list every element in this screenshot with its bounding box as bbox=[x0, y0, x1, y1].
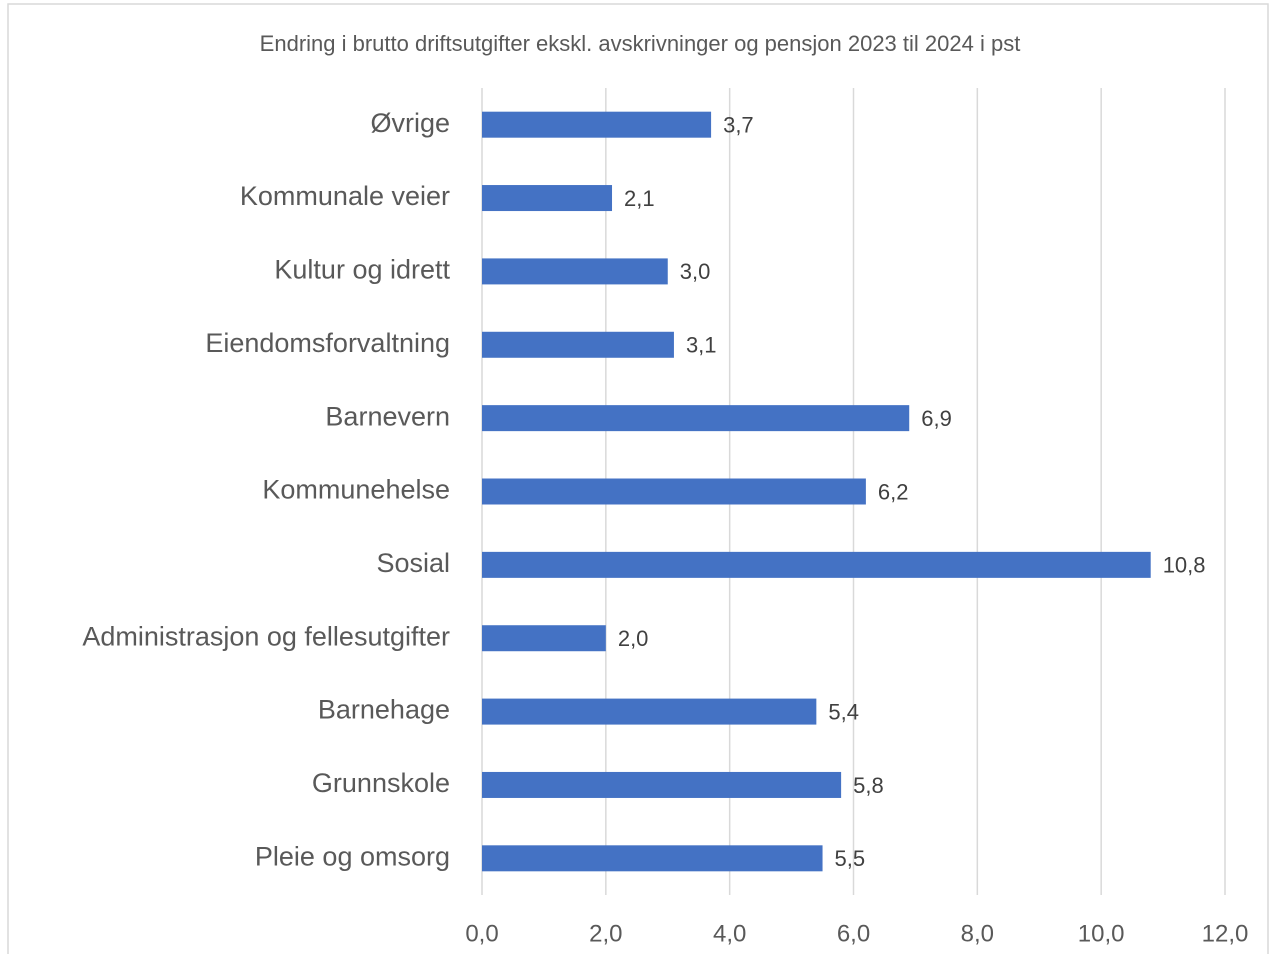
bar bbox=[482, 111, 712, 138]
data-label: 6,9 bbox=[921, 406, 952, 431]
bar bbox=[482, 845, 823, 872]
bar bbox=[482, 625, 606, 652]
bar bbox=[482, 185, 613, 212]
y-tick-label: Kultur og idrett bbox=[274, 255, 450, 285]
x-tick-label: 12,0 bbox=[1202, 920, 1249, 947]
data-label: 2,1 bbox=[624, 186, 655, 211]
data-label: 10,8 bbox=[1163, 553, 1206, 578]
data-label: 3,7 bbox=[723, 112, 754, 137]
y-tick-label: Eiendomsforvaltning bbox=[205, 328, 450, 358]
data-label: 5,8 bbox=[853, 773, 884, 798]
y-tick-label: Barnehage bbox=[318, 695, 450, 725]
bar bbox=[482, 331, 674, 358]
bar bbox=[482, 771, 842, 798]
x-tick-label: 10,0 bbox=[1078, 920, 1125, 947]
data-label: 2,0 bbox=[618, 626, 649, 651]
x-tick-label: 6,0 bbox=[837, 920, 870, 947]
chart-border bbox=[7, 3, 1269, 954]
y-tick-label: Grunnskole bbox=[312, 768, 450, 798]
x-tick-label: 8,0 bbox=[961, 920, 994, 947]
x-tick-label: 2,0 bbox=[589, 920, 622, 947]
y-tick-label: Sosial bbox=[376, 548, 450, 578]
bar bbox=[482, 698, 817, 725]
data-label: 5,5 bbox=[835, 846, 866, 871]
bar bbox=[482, 405, 910, 432]
y-tick-label: Kommunehelse bbox=[262, 475, 450, 505]
y-tick-label: Øvrige bbox=[370, 108, 450, 138]
data-label: 5,4 bbox=[828, 699, 859, 724]
data-label: 3,0 bbox=[680, 259, 711, 284]
y-tick-label: Barnevern bbox=[325, 401, 450, 431]
x-tick-label: 0,0 bbox=[465, 920, 498, 947]
bar bbox=[482, 478, 866, 505]
bar bbox=[482, 551, 1151, 578]
y-tick-label: Kommunale veier bbox=[240, 181, 450, 211]
bar bbox=[482, 258, 668, 285]
x-tick-label: 4,0 bbox=[713, 920, 746, 947]
chart-title: Endring i brutto driftsutgifter ekskl. a… bbox=[260, 31, 1021, 56]
data-label: 6,2 bbox=[878, 479, 909, 504]
data-label: 3,1 bbox=[686, 333, 717, 358]
y-tick-label: Pleie og omsorg bbox=[255, 841, 450, 871]
y-tick-label: Administrasjon og fellesutgifter bbox=[82, 621, 450, 651]
